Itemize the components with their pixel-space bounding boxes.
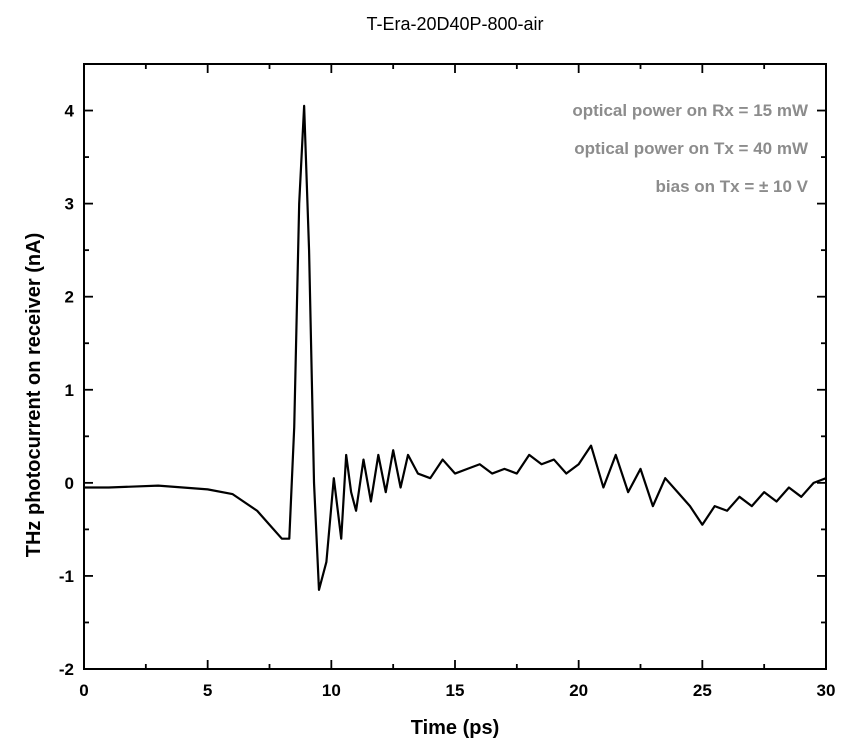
ticks xyxy=(83,63,827,670)
tick-label: 0 xyxy=(79,681,88,700)
tick-label: 3 xyxy=(65,195,74,214)
tick-label: 20 xyxy=(569,681,588,700)
tick-label: 15 xyxy=(446,681,465,700)
tick-labels: 0 5 10 15 20 25 30 -2 -1 0 1 2 3 4 xyxy=(59,102,836,700)
tick-label: 25 xyxy=(693,681,712,700)
annotations: optical power on Rx = 15 mW optical power… xyxy=(572,101,809,196)
x-axis-label: Time (ps) xyxy=(411,717,500,739)
tick-label: 4 xyxy=(65,102,75,121)
tick-label: 10 xyxy=(322,681,341,700)
tick-label: -2 xyxy=(59,660,74,679)
tick-label: 30 xyxy=(817,681,836,700)
tick-label: 2 xyxy=(65,288,74,307)
y-axis-label: THz photocurrent on receiver (nA) xyxy=(23,233,45,557)
series-line xyxy=(84,104,827,591)
tick-label: 1 xyxy=(65,381,74,400)
chart-title: T-Era-20D40P-800-air xyxy=(366,14,543,34)
tick-label: 5 xyxy=(203,681,212,700)
tick-label: -1 xyxy=(59,567,74,586)
annotation: optical power on Tx = 40 mW xyxy=(574,139,809,158)
tick-label: 0 xyxy=(65,474,74,493)
annotation: optical power on Rx = 15 mW xyxy=(572,101,809,120)
annotation: bias on Tx = ± 10 V xyxy=(656,177,809,196)
